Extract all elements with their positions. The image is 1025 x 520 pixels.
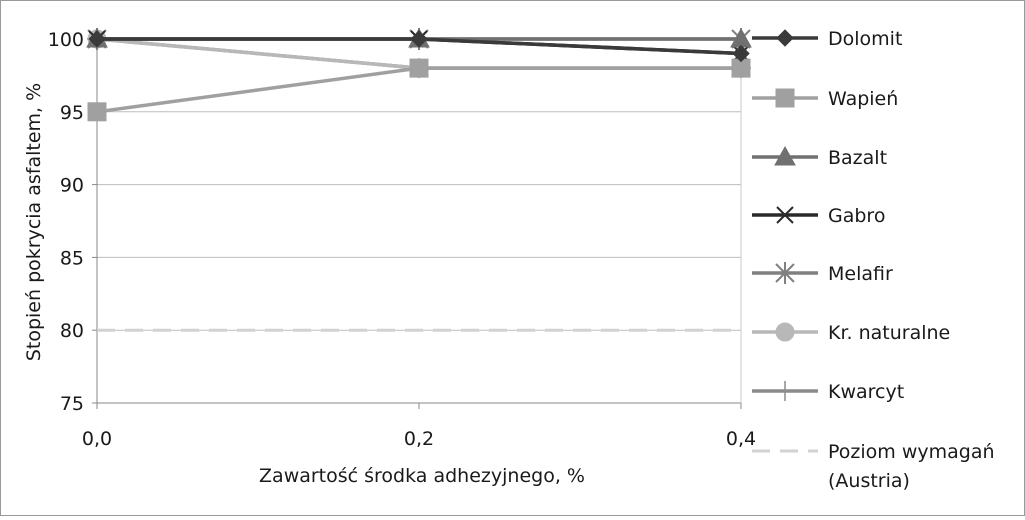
data-point	[410, 30, 428, 48]
legend-label: Gabro	[828, 205, 885, 227]
legend-item: Gabro	[752, 205, 885, 227]
legend-marker	[775, 262, 795, 284]
x-axis-label: Zawartość środka adhezyjnego, %	[259, 465, 585, 487]
y-tick-label: 75	[60, 393, 84, 415]
legend-marker	[776, 206, 794, 224]
series-0	[88, 30, 750, 63]
legend-item: Bazalt	[752, 145, 887, 169]
legend-label: Kwarcyt	[828, 381, 904, 403]
legend-label: Dolomit	[828, 28, 902, 50]
legend-marker	[776, 29, 794, 47]
y-tick-label: 85	[60, 247, 84, 269]
legend-marker	[775, 88, 795, 108]
legend-label: Kr. naturalne	[828, 322, 950, 344]
legend-label: Wapień	[828, 88, 898, 110]
legend-item: Kr. naturalne	[752, 322, 950, 344]
legend-item: Wapień	[752, 88, 898, 110]
x-tick-label: 0,0	[82, 428, 112, 450]
series-1	[87, 58, 751, 122]
legend-item: Poziom wymagań (Austria)	[752, 441, 995, 492]
data-point	[88, 30, 106, 48]
legend-item: Melafir	[752, 262, 893, 285]
legend-label: Melafir	[828, 263, 893, 285]
y-tick-label: 100	[48, 29, 84, 51]
legend-label: Bazalt	[828, 147, 887, 169]
x-tick-label: 0,2	[404, 428, 434, 450]
legend-marker	[775, 381, 795, 401]
y-tick-label: 90	[60, 175, 84, 197]
data-point	[409, 58, 429, 78]
axes: 75 80 85 90 95 100 0,0 0,2 0,4	[48, 29, 756, 450]
data-point	[732, 44, 750, 63]
legend: Dolomit Wapień Bazalt Gabro Melafir Kr. natur…	[752, 28, 995, 492]
series-layer	[86, 27, 752, 332]
legend-item: Kwarcyt	[752, 381, 904, 403]
legend-label: Poziom wymagań (Austria)	[828, 441, 995, 492]
y-axis-label: Stopień pokrycia asfaltem, %	[23, 83, 45, 361]
data-point	[87, 102, 107, 122]
legend-item: Dolomit	[752, 28, 902, 50]
y-tick-label: 95	[60, 102, 84, 124]
legend-marker	[774, 145, 796, 166]
y-tick-label: 80	[60, 320, 84, 342]
x-tick-label: 0,4	[726, 428, 756, 450]
legend-marker	[775, 322, 795, 342]
